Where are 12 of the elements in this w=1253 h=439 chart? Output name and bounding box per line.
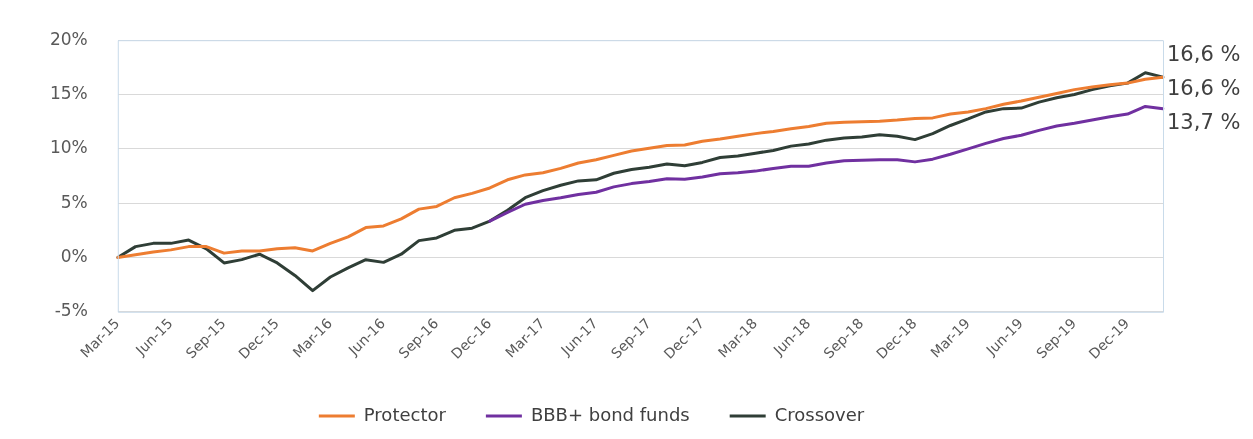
y-tick-label: 10% (49, 137, 88, 158)
data-label: 16,6 % (1167, 41, 1241, 66)
data-label: 16,6 % (1167, 75, 1241, 100)
legend-label: BBB+ bond funds (530, 403, 690, 425)
data-label: 13,7 % (1167, 109, 1241, 134)
y-tick-label: 0% (60, 245, 88, 266)
y-tick-label: -5% (54, 300, 88, 321)
y-tick-label: 20% (49, 28, 88, 49)
y-tick-label: 15% (49, 82, 88, 103)
y-tick-label: 5% (60, 191, 88, 212)
legend-label: Protector (363, 403, 447, 425)
legend-label: Crossover (774, 403, 865, 425)
